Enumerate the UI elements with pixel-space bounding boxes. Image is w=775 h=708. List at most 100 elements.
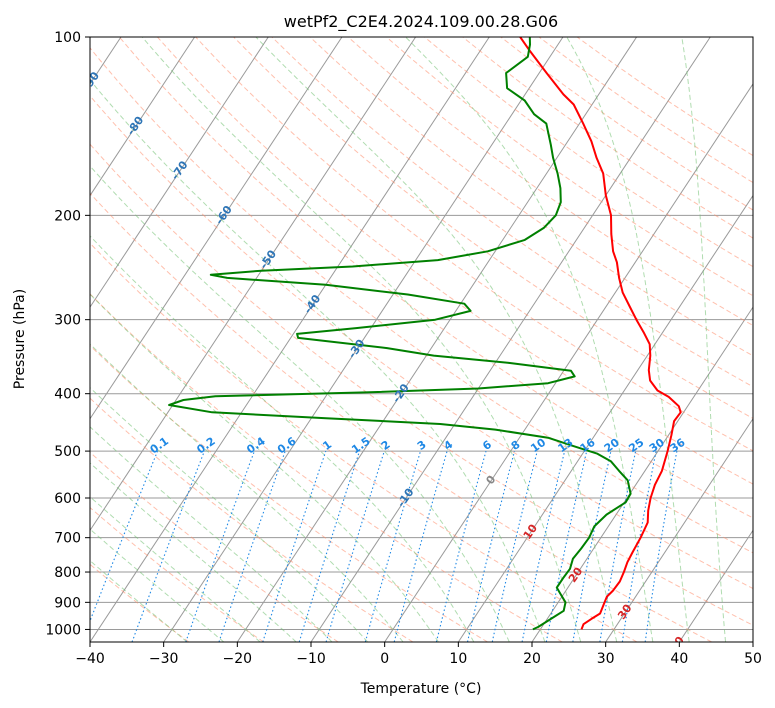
y-tick-label: 600 [54, 491, 81, 507]
mixing-ratio-label: 30 [647, 436, 667, 456]
x-axis-ticks: −40 −30 −20 −10 0 10 20 30 40 50 [75, 642, 762, 667]
moist-adiabat-line [90, 462, 297, 642]
dry-adiabat-line [90, 451, 339, 642]
mixing-ratio-label: 25 [626, 436, 646, 455]
dry-adiabat-line [90, 344, 488, 642]
dry-adiabat-lines [90, 37, 753, 642]
line-labels: -100-90-80-70-60-50-40-30-20-10010203040… [80, 69, 688, 654]
plot-area: -100-90-80-70-60-50-40-30-20-10010203040… [80, 37, 753, 654]
dry-adiabat-line [576, 37, 753, 157]
isotherm-line [90, 37, 490, 642]
x-tick-label: −20 [223, 651, 253, 667]
dry-adiabat-line [90, 95, 753, 590]
isotherm-line [457, 194, 753, 642]
x-tick-label: 30 [597, 651, 615, 667]
mixing-ratio-line [131, 450, 205, 642]
dry-adiabat-line [90, 563, 190, 642]
isotherm-label: -90 [80, 69, 102, 93]
isotherm-line [752, 641, 753, 642]
isotherm-label: 30 [615, 602, 635, 622]
mixing-ratio-line [466, 450, 516, 642]
temperature-line [519, 37, 682, 630]
mixing-ratio-label: 10 [528, 436, 548, 456]
moist-adiabat-line [90, 528, 225, 642]
isotherm-label: 10 [521, 522, 541, 542]
dry-adiabat-line [90, 143, 753, 626]
dry-adiabat-line [90, 242, 638, 642]
plot-frame [89, 36, 754, 643]
isotherm-line [236, 37, 638, 642]
moist-adiabat-line [90, 165, 510, 642]
y-tick-label: 200 [54, 208, 81, 224]
isotherm-label: -10 [395, 486, 417, 510]
x-tick-label: −10 [296, 651, 326, 667]
isotherm-line [90, 37, 417, 532]
mixing-ratio-line [90, 450, 159, 623]
x-tick-label: 0 [380, 651, 389, 667]
isotherm-line [605, 417, 753, 642]
isotherm-label: 40 [668, 634, 688, 654]
moist-adiabat-line [90, 293, 439, 642]
mixing-ratio-line [185, 450, 255, 642]
isotherm-line [678, 529, 753, 642]
isotherm-label: -20 [390, 381, 412, 405]
isotherm-label: -60 [213, 203, 235, 227]
pressure-grid-lines [90, 37, 753, 630]
dry-adiabat-line [118, 37, 753, 519]
mixing-ratio-label: 13 [556, 436, 576, 455]
dry-adiabat-line [347, 37, 753, 327]
dry-adiabat-line [386, 37, 753, 297]
y-tick-label: 500 [54, 444, 81, 460]
dewpoint-line [168, 37, 632, 631]
x-tick-label: 50 [744, 651, 762, 667]
isotherm-line [531, 306, 753, 642]
moist-adiabat-line [141, 37, 582, 642]
isotherm-label: -40 [301, 292, 323, 316]
moist-adiabat-line [566, 37, 690, 642]
moist-adiabat-lines [90, 37, 726, 642]
y-tick-label: 400 [54, 387, 81, 403]
moist-adiabat-line [255, 37, 618, 642]
mixing-ratio-label: 0.6 [275, 434, 299, 456]
mixing-ratio-line [325, 450, 385, 642]
moist-adiabat-line [405, 37, 654, 642]
isotherm-line [163, 37, 564, 642]
x-tick-label: 20 [523, 651, 541, 667]
isotherm-label: -80 [124, 114, 146, 138]
mixing-ratio-line [545, 450, 588, 642]
moist-adiabat-line [681, 37, 726, 642]
moist-adiabat-line [90, 426, 333, 642]
x-tick-label: 10 [449, 651, 467, 667]
moist-adiabat-line [90, 559, 188, 642]
dry-adiabat-line [90, 47, 753, 554]
dry-adiabat-line [90, 192, 712, 642]
x-tick-label: 40 [670, 651, 688, 667]
mixing-ratio-line [435, 450, 487, 642]
mixing-ratio-lines [90, 450, 678, 642]
mixing-ratio-line [364, 450, 422, 642]
isotherm-label: -30 [346, 337, 368, 361]
moist-adiabat-line [90, 343, 404, 642]
moist-adiabat-line [90, 235, 475, 642]
sounding-series [168, 37, 682, 631]
mixing-ratio-line [218, 450, 286, 642]
y-tick-label: 100 [54, 30, 81, 46]
y-tick-label: 700 [54, 531, 81, 547]
dry-adiabat-line [90, 293, 563, 642]
moist-adiabat-line [90, 496, 261, 642]
isotherm-line [90, 37, 269, 309]
isotherm-label: -50 [257, 247, 279, 271]
isotherm-label: -70 [169, 158, 191, 182]
y-tick-label: 1000 [45, 622, 81, 638]
isotherm-label: 20 [566, 565, 586, 585]
mixing-ratio-line [393, 450, 448, 642]
moist-adiabat-line [90, 386, 368, 642]
y-tick-label: 800 [54, 565, 81, 581]
y-axis-label: Pressure (hPa) [12, 289, 28, 389]
mixing-ratio-label: 0.4 [244, 434, 268, 456]
dry-adiabat-line [233, 37, 753, 419]
y-tick-label: 300 [54, 313, 81, 329]
mixing-ratio-line [521, 450, 566, 642]
x-tick-label: −40 [75, 651, 105, 667]
